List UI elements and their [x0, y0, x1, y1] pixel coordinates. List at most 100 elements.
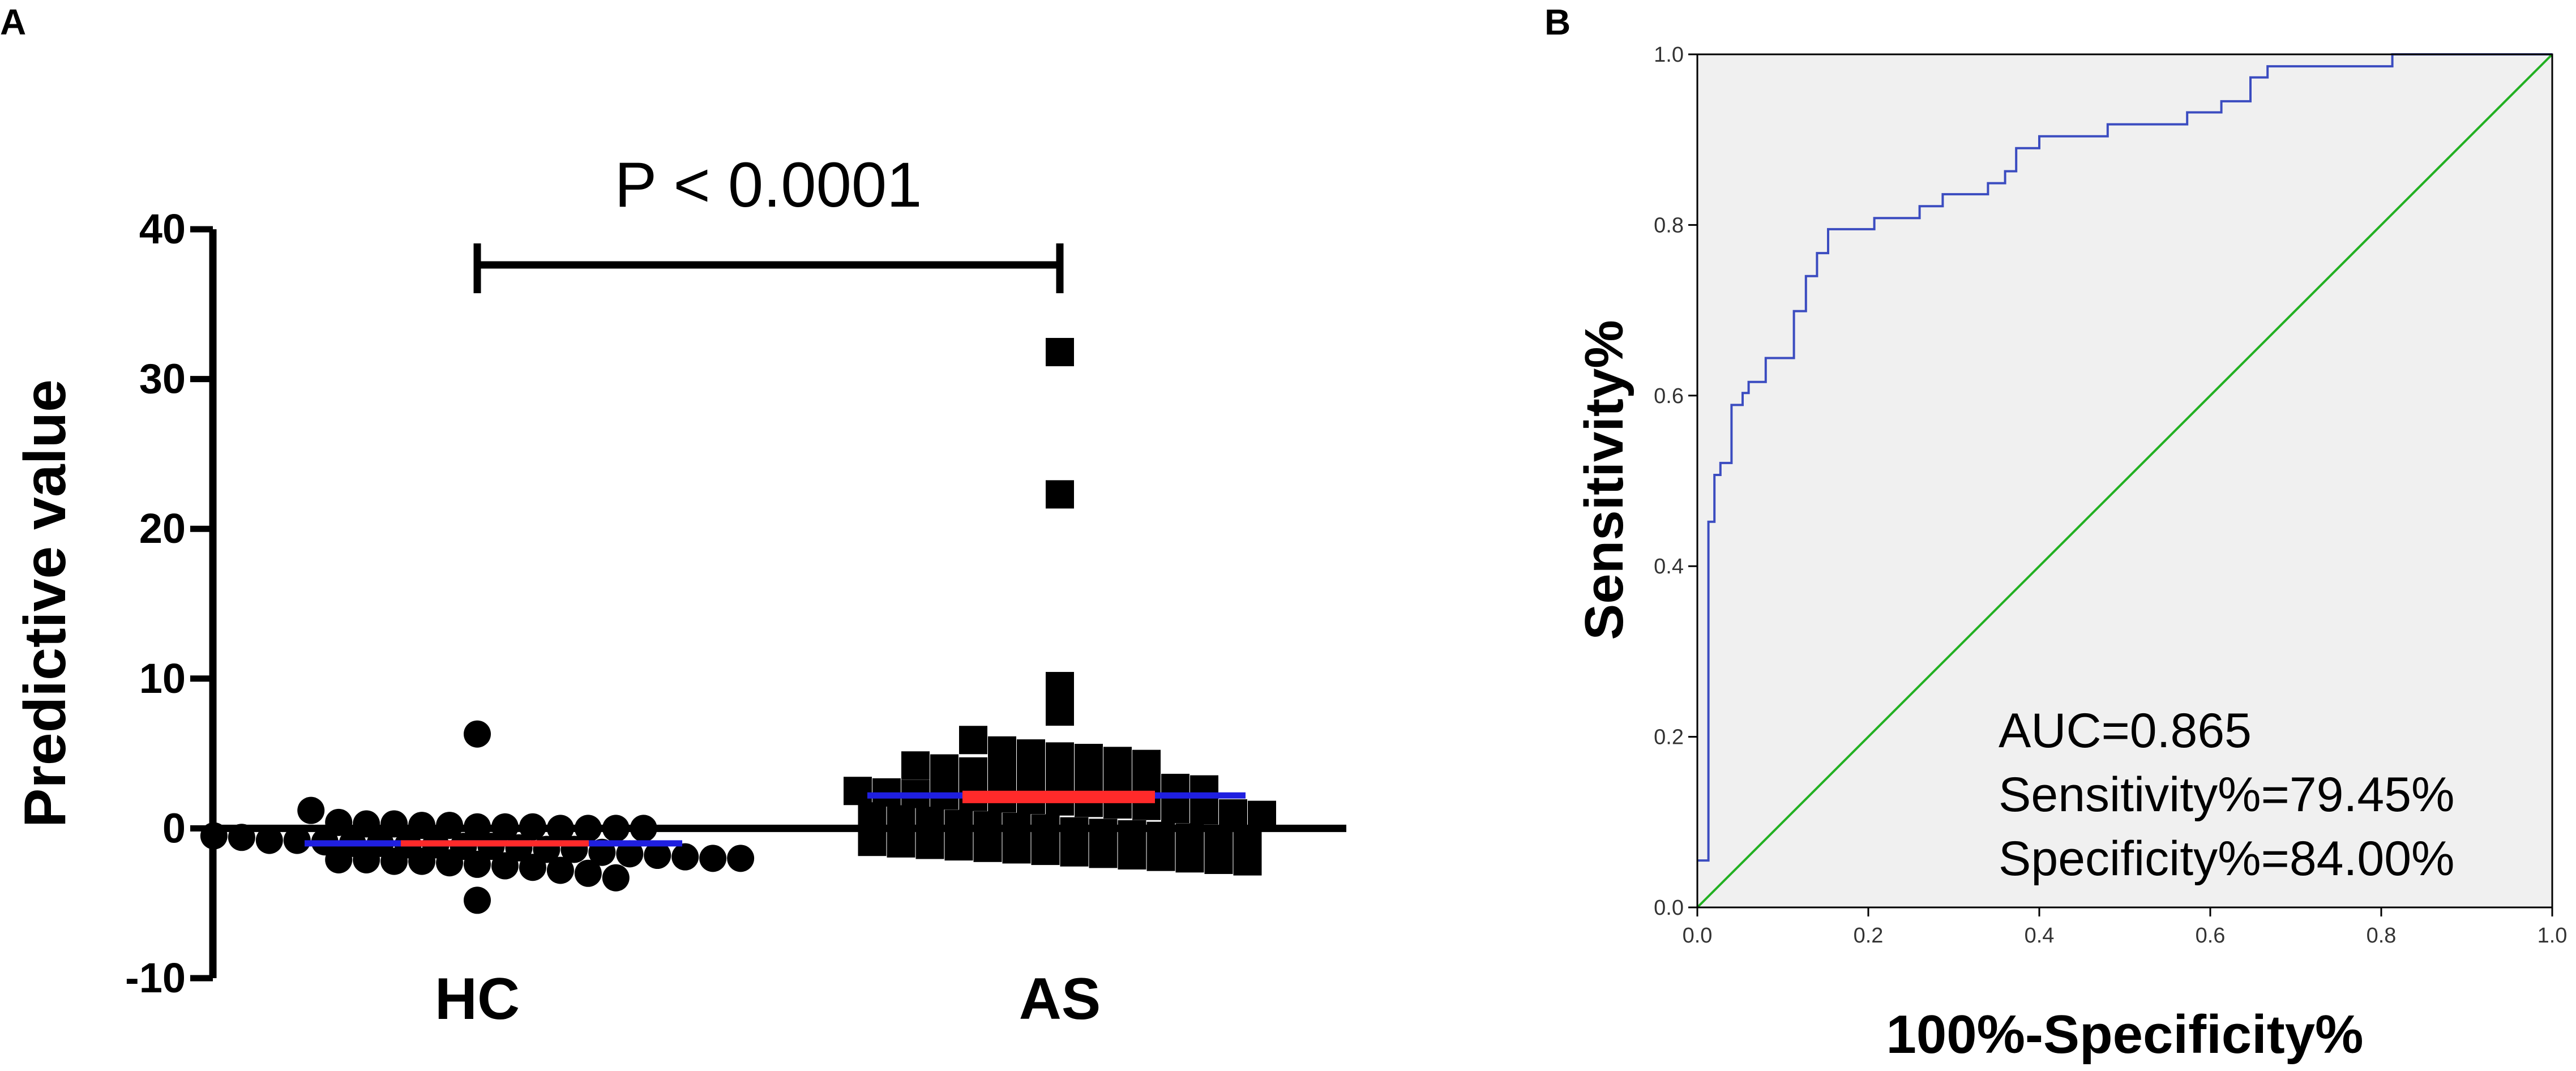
y-tick-label: 0 [162, 804, 186, 851]
as-point [959, 726, 987, 755]
as-point [915, 830, 944, 859]
hc-point [546, 815, 574, 842]
hc-point [574, 859, 602, 887]
roc-plot-frame [1696, 53, 2553, 909]
hc-point [325, 846, 353, 873]
as-point [1146, 842, 1175, 871]
as-point [1089, 839, 1118, 868]
category-label: HC [435, 966, 520, 1032]
hc-point [353, 846, 380, 873]
reference-diagonal [1696, 53, 2553, 909]
hc-point [380, 847, 408, 875]
roc-annotation: Specificity%=84.00% [1999, 832, 2455, 886]
y-tick-label: 30 [139, 355, 186, 402]
as-point [1233, 847, 1262, 876]
panel-b-label: B [1544, 2, 1571, 42]
hc-point [644, 842, 671, 869]
x-axis-title: 100%-Specificity% [1886, 1004, 2363, 1065]
x-tick-label: 0.0 [1683, 924, 1713, 948]
as-point [1031, 837, 1060, 866]
hc-point [228, 824, 255, 851]
as-point [915, 807, 944, 836]
hc-point [464, 813, 491, 841]
x-tick-label: 1.0 [2538, 924, 2568, 948]
hc-point [325, 808, 353, 836]
hc-point [380, 810, 408, 838]
as-point [1118, 841, 1146, 870]
y-tick-label: 0.4 [1654, 555, 1684, 579]
hc-point [353, 810, 380, 838]
as-point [944, 832, 973, 861]
y-tick-label: 20 [139, 505, 186, 552]
x-tick-label: 0.8 [2367, 924, 2397, 948]
y-tick-label: 10 [139, 655, 186, 702]
as-point [988, 759, 1016, 787]
as-point [858, 802, 887, 831]
y-tick-label: 0.0 [1654, 896, 1684, 920]
hc-point [297, 796, 325, 824]
y-tick-label: 1.0 [1654, 43, 1684, 67]
hc-point [671, 843, 699, 871]
as-point [1190, 796, 1218, 825]
as-point [887, 829, 915, 858]
y-tick-label: 40 [139, 205, 186, 252]
hc-point [200, 822, 228, 850]
as-point [1060, 838, 1089, 867]
y-axis-title: Predictive value [12, 379, 78, 828]
y-axis-title: Sensitivity% [1574, 320, 1634, 640]
hc-point [546, 856, 574, 884]
hc-point [602, 815, 630, 842]
dot-plot-text: 40 30 20 10 0 -10 Predictive value HC AS P < 0.00… [12, 149, 1101, 1032]
roc-annotation: AUC=0.865 [1999, 704, 2252, 758]
p-value-annotation: P < 0.0001 [615, 149, 922, 220]
as-point [973, 833, 1002, 862]
hc-point [574, 815, 602, 842]
x-tick-label: 0.2 [1854, 924, 1884, 948]
hc-point [630, 815, 657, 842]
hc-point [727, 845, 755, 872]
as-point [930, 754, 958, 783]
hc-point [519, 854, 546, 881]
as-point [1204, 845, 1233, 874]
as-point [1248, 800, 1276, 829]
hc-point [464, 720, 491, 748]
panel-a-label: A [0, 2, 27, 42]
hc-point [519, 813, 546, 841]
as-point [1046, 672, 1074, 701]
as-point [887, 805, 915, 834]
as-point [844, 777, 872, 806]
dot-plot-summary-lines [305, 790, 1246, 847]
as-point [1161, 795, 1189, 824]
as-point [858, 828, 887, 856]
hc-point [436, 849, 464, 877]
hc-point [464, 886, 491, 914]
as-point [1046, 337, 1074, 366]
as-point [1046, 697, 1074, 726]
roc-curve [1697, 53, 2552, 862]
category-label: AS [1019, 966, 1101, 1032]
roc-annotation: Sensitivity%=79.45% [1999, 768, 2455, 822]
as-point [959, 757, 987, 786]
roc-text: 0.0 0.0 0.2 0.2 0.4 0.4 0.6 0.6 0.8 0.8 1.0 1.0 100%… [1574, 43, 2567, 1065]
as-point [1002, 835, 1031, 864]
as-point [1219, 799, 1247, 828]
x-tick-label: 0.6 [2196, 924, 2226, 948]
hc-point [616, 840, 644, 868]
as-point [1046, 480, 1074, 509]
hc-point [699, 845, 727, 872]
hc-point [491, 813, 519, 841]
as-point [1175, 844, 1204, 873]
hc-point [464, 850, 491, 878]
roc-lines [1696, 53, 2553, 909]
hc-point [436, 812, 464, 839]
hc-point [408, 847, 436, 875]
roc-axes [1688, 53, 2553, 916]
y-tick-label: 0.2 [1654, 726, 1684, 749]
hc-point [283, 826, 311, 854]
hc-point [408, 812, 436, 839]
as-point [901, 751, 930, 780]
x-tick-label: 0.4 [2025, 924, 2055, 948]
y-tick-label: -10 [125, 954, 186, 1001]
